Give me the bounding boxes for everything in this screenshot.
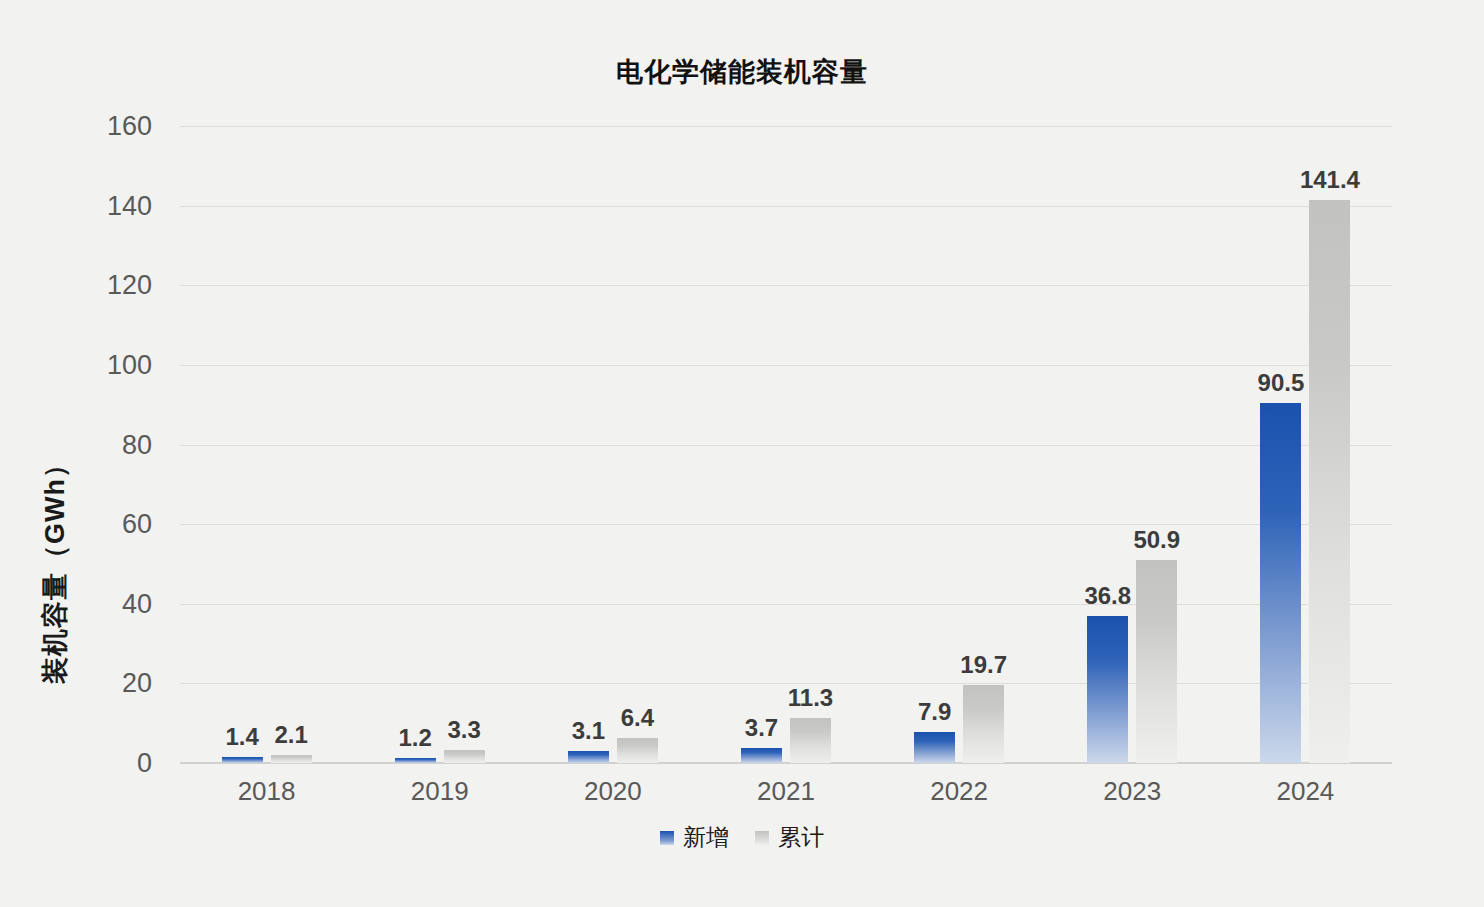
gridline [180,524,1392,525]
legend-item-累计: 累计 [755,822,824,853]
x-axis-label-2020: 2020 [526,776,699,806]
gridline [180,445,1392,446]
y-tick-label: 60 [0,509,152,539]
data-label-累计-2023: 50.9 [1092,526,1222,554]
bar-新增-2024 [1260,403,1301,763]
legend-swatch-新增 [660,831,674,845]
y-tick-label: 120 [0,270,152,300]
y-tick-label: 40 [0,589,152,619]
y-tick-label: 0 [0,748,152,778]
y-tick-label: 20 [0,668,152,698]
bar-累计-2024 [1309,200,1350,763]
bar-新增-2023 [1087,616,1128,763]
x-axis-label-2022: 2022 [873,776,1046,806]
data-label-累计-2019: 3.3 [399,716,529,744]
gridline [180,365,1392,366]
gridline [180,285,1392,286]
bar-新增-2021 [741,748,782,763]
bar-累计-2019 [444,750,485,763]
y-tick-label: 100 [0,350,152,380]
bar-累计-2023 [1136,560,1177,763]
y-tick-label: 140 [0,191,152,221]
y-tick-label: 80 [0,430,152,460]
x-axis-label-2018: 2018 [180,776,353,806]
bar-累计-2022 [963,685,1004,763]
legend-label: 新增 [683,822,729,853]
legend-label: 累计 [778,822,824,853]
x-axis-label-2024: 2024 [1219,776,1392,806]
legend: 新增 累计 [0,822,1484,853]
bar-chart: 电化学储能装机容量 装机容量（GWh） 0 20 40 60 80 100 120 140 16… [0,0,1484,907]
chart-title: 电化学储能装机容量 [0,57,1484,87]
gridline [180,126,1392,127]
bar-累计-2020 [617,738,658,763]
data-label-累计-2024: 141.4 [1265,166,1395,194]
y-tick-label: 160 [0,111,152,141]
y-axis-title: 装机容量（GWh） [37,450,73,684]
legend-swatch-累计 [755,831,769,845]
data-label-累计-2018: 2.1 [226,721,356,749]
gridline [180,206,1392,207]
bar-累计-2018 [271,755,312,763]
x-axis-label-2021: 2021 [699,776,872,806]
bar-累计-2021 [790,718,831,763]
gridline [180,604,1392,605]
data-label-累计-2022: 19.7 [919,651,1049,679]
bar-新增-2019 [395,758,436,763]
x-axis-line [180,762,1392,764]
bar-新增-2018 [222,757,263,763]
data-label-累计-2020: 6.4 [572,704,702,732]
x-axis-label-2019: 2019 [353,776,526,806]
bar-新增-2022 [914,732,955,763]
bar-新增-2020 [568,751,609,763]
legend-item-新增: 新增 [660,822,729,853]
data-label-累计-2021: 11.3 [746,684,876,712]
x-axis-label-2023: 2023 [1046,776,1219,806]
